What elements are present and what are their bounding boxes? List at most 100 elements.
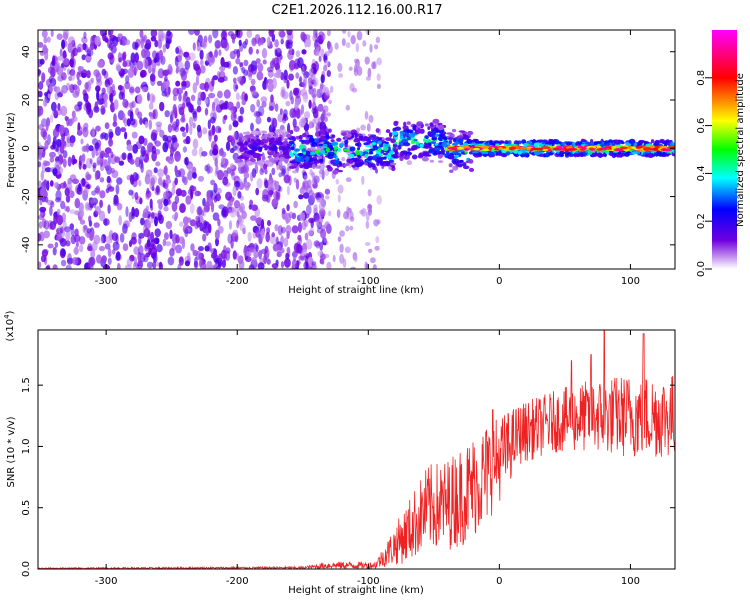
heat-cell <box>472 150 479 154</box>
heat-cell <box>218 253 223 262</box>
heat-cell <box>317 103 324 112</box>
heat-cell <box>354 137 361 141</box>
heat-cell <box>133 246 140 255</box>
heat-cell <box>232 145 238 151</box>
heat-cell <box>265 79 269 85</box>
heat-cell <box>339 230 345 237</box>
heat-cell <box>138 245 144 255</box>
heat-cell <box>229 163 235 170</box>
heat-cell <box>283 109 288 118</box>
colorbar-tick-label: 0.6 <box>696 118 707 134</box>
heat-cell <box>110 167 115 174</box>
heat-cell <box>115 251 121 261</box>
heat-cell <box>239 202 245 213</box>
heat-cell <box>394 135 399 141</box>
heat-cell <box>320 113 325 122</box>
heat-cell <box>313 240 321 247</box>
heat-cell <box>163 198 169 207</box>
heat-cell <box>103 152 110 158</box>
heat-cell <box>337 184 344 194</box>
heat-cell <box>474 138 479 144</box>
heat-cell <box>302 192 310 199</box>
heat-cell <box>302 93 309 103</box>
heat-cell <box>52 55 56 67</box>
heat-cell <box>416 121 424 127</box>
heat-cell <box>96 156 103 165</box>
heat-cell <box>99 190 106 199</box>
heat-cell <box>114 126 121 136</box>
heat-cell <box>154 39 159 48</box>
heat-cell <box>79 219 86 225</box>
heat-cell <box>175 47 180 54</box>
heat-cell <box>533 142 539 148</box>
heat-cell <box>56 33 63 40</box>
heat-cell <box>82 163 87 170</box>
heat-cell <box>171 186 176 196</box>
heat-cell <box>57 108 62 116</box>
heat-cell <box>144 43 151 50</box>
heat-cell <box>293 87 299 96</box>
heat-cell <box>110 45 117 54</box>
heat-cell <box>125 206 129 218</box>
heat-cell <box>244 134 252 138</box>
heat-cell <box>222 75 228 82</box>
heat-cell <box>414 130 421 135</box>
heat-cell <box>189 219 197 227</box>
heat-cell <box>306 134 314 138</box>
heat-cell <box>90 77 94 84</box>
snr-y-ticks: 0.0 0.5 1.0 1.5 <box>21 377 675 577</box>
heat-cell <box>187 164 193 172</box>
heat-cell <box>422 151 429 155</box>
heat-cell <box>96 90 100 101</box>
heat-cell <box>138 135 145 145</box>
heat-cell <box>210 248 217 255</box>
heat-cell <box>174 150 181 162</box>
heat-cell <box>157 168 165 178</box>
heat-cell <box>235 57 241 65</box>
heat-cell <box>183 94 188 100</box>
heat-cell <box>320 135 326 141</box>
heat-cell <box>320 149 326 155</box>
heat-cell <box>38 90 41 98</box>
heat-cell <box>266 116 272 123</box>
heat-cell <box>261 47 268 59</box>
heat-cell <box>257 262 265 269</box>
heat-cell <box>202 127 208 135</box>
heat-cell <box>131 65 137 73</box>
heat-cell <box>151 150 157 162</box>
heat-cell <box>199 59 204 67</box>
heat-cell <box>283 151 291 157</box>
heat-cell <box>297 221 303 233</box>
heat-cell <box>271 167 276 176</box>
heat-cell <box>419 143 424 148</box>
heat-cell <box>187 170 193 181</box>
heat-cell <box>78 104 82 111</box>
heat-cell <box>287 122 291 134</box>
heat-cell <box>268 157 275 163</box>
heat-cell <box>95 85 101 92</box>
heat-cell <box>223 169 229 179</box>
heat-cell <box>273 57 280 68</box>
heat-cell <box>185 135 191 145</box>
heat-cell <box>326 261 332 269</box>
heat-cell <box>581 147 587 150</box>
heat-cell <box>78 244 84 253</box>
heat-cell <box>185 96 191 107</box>
heat-cell <box>337 62 343 72</box>
heat-cell <box>243 147 248 151</box>
heat-cell <box>204 107 209 116</box>
heat-cell <box>241 99 247 106</box>
heat-cell <box>261 156 266 161</box>
heat-cell <box>363 142 369 146</box>
heat-cell <box>77 66 84 72</box>
heat-cell <box>241 152 247 156</box>
heat-cell <box>157 39 163 49</box>
heat-cell <box>212 148 219 156</box>
heat-cell <box>255 153 263 157</box>
heat-cell <box>49 205 53 216</box>
heat-cell <box>232 185 237 197</box>
heat-cell <box>505 151 511 156</box>
heat-cell <box>260 248 268 255</box>
heat-cell <box>345 177 352 183</box>
heat-cell <box>47 243 54 249</box>
